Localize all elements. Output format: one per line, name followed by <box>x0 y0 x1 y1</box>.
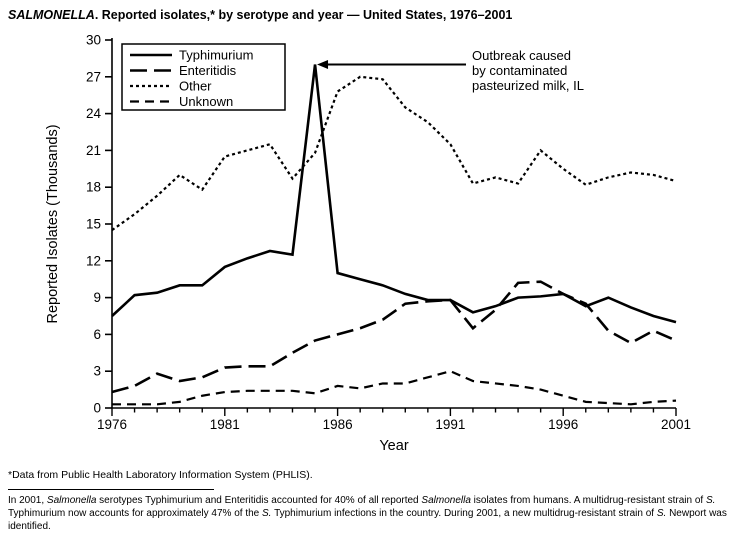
legend-label: Typhimurium <box>179 48 253 63</box>
y-tick-label: 15 <box>86 217 101 232</box>
footer-note: In 2001, Salmonella serotypes Typhimuriu… <box>8 495 727 532</box>
footnote: *Data from Public Health Laboratory Info… <box>8 469 313 481</box>
series-line-enteritidis <box>111 280 677 394</box>
annotation-text: by contaminated <box>472 63 567 78</box>
y-axis-label: Reported Isolates (Thousands) <box>45 124 61 323</box>
annotation-text: Outbreak caused <box>472 48 571 63</box>
x-tick-label: 1976 <box>97 417 127 432</box>
y-tick-label: 9 <box>93 290 101 305</box>
x-tick-label: 1991 <box>435 417 465 432</box>
salmonella-line-chart: 0 3 6 9 12 15 18 21 24 27 30 1976 1981 1986 1991 1996 20… <box>45 33 691 455</box>
x-tick-label: 1996 <box>548 417 578 432</box>
y-tick-label: 30 <box>86 33 101 48</box>
y-tick-label: 21 <box>86 143 101 158</box>
annotation-text: pasteurized milk, IL <box>472 78 584 93</box>
legend-label: Other <box>179 79 212 94</box>
y-tick-label: 6 <box>93 327 101 342</box>
x-tick-label: 1986 <box>323 417 353 432</box>
y-tick-label: 3 <box>93 364 101 379</box>
annotation-arrowhead <box>317 60 329 70</box>
divider <box>8 489 214 490</box>
y-tick-label: 27 <box>86 69 101 84</box>
y-tick-label: 24 <box>86 106 102 121</box>
legend-label: Unknown <box>179 94 233 109</box>
chart-title: SALMONELLA. Reported isolates,* by serot… <box>8 8 513 22</box>
series-line-unknown <box>112 370 677 406</box>
y-tick-label: 0 <box>93 401 101 416</box>
series-line-typhimurium <box>111 64 677 324</box>
series-line-other <box>111 75 677 232</box>
legend-label: Enteritidis <box>179 63 237 78</box>
x-tick-label: 1981 <box>210 417 240 432</box>
x-axis-label: Year <box>379 438 408 454</box>
x-tick-label: 2001 <box>661 417 691 432</box>
y-tick-label: 18 <box>86 180 101 195</box>
y-tick-label: 12 <box>86 253 101 268</box>
